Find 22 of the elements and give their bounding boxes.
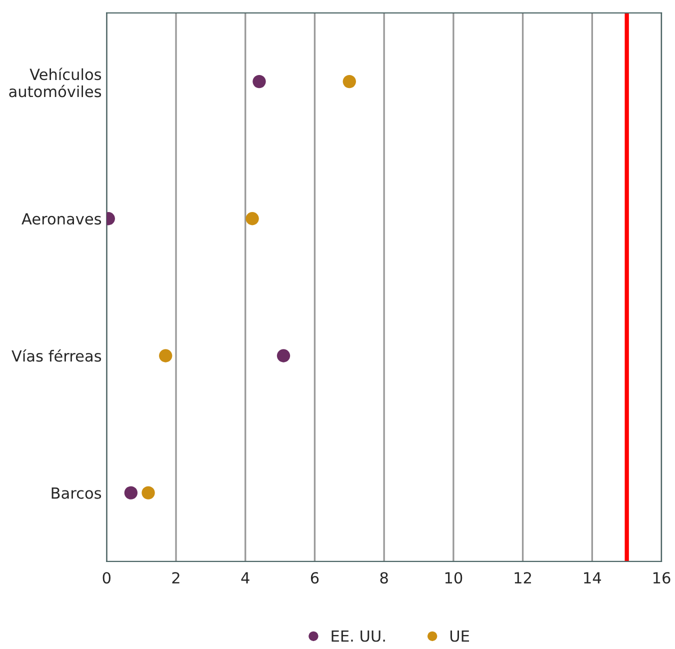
- y-tick-label: Vías férreas: [12, 349, 102, 362]
- point: [124, 486, 138, 500]
- x-tick-label: 12: [514, 572, 531, 584]
- point: [276, 349, 290, 362]
- x-tick-label: 0: [102, 572, 110, 584]
- y-tick-label: Vehículos automóviles: [9, 68, 102, 98]
- point: [252, 74, 266, 88]
- x-tick-label: 8: [380, 572, 388, 584]
- y-tick-label: Barcos: [52, 488, 102, 499]
- x-tick-label: 4: [241, 572, 250, 584]
- x-tick-label: 10: [445, 572, 462, 584]
- x-tick-label: 14: [584, 572, 602, 584]
- legend-label: UE: [450, 630, 469, 642]
- x-tick-label: 16: [653, 572, 670, 584]
- point: [342, 74, 356, 88]
- x-tick-label: 6: [310, 572, 319, 584]
- point: [142, 486, 155, 500]
- y-tick-label: Aeronaves: [22, 213, 102, 225]
- legend-label: EE. UU.: [332, 630, 385, 642]
- x-tick-label: 2: [172, 572, 180, 584]
- point: [246, 212, 259, 226]
- point: [159, 349, 172, 362]
